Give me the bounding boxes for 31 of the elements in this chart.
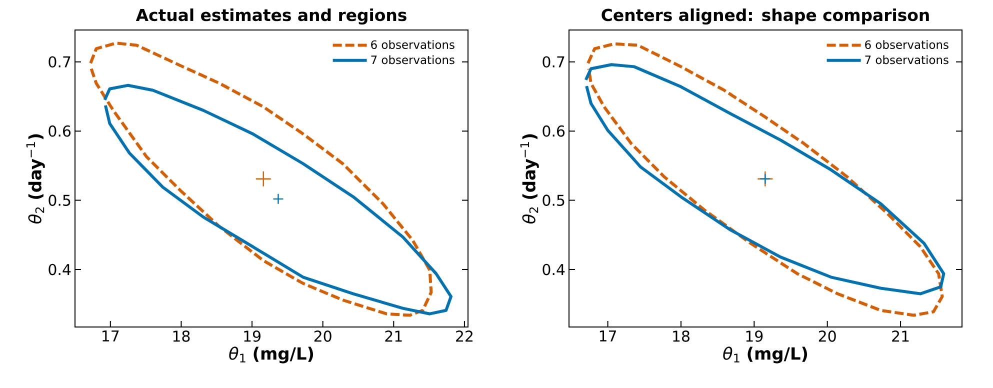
- legend-label: 6 observations: [371, 40, 454, 49]
- legend-label: 7 observations: [371, 55, 454, 64]
- x-tick-label: 17: [102, 330, 119, 342]
- x-tick-label: 20: [314, 330, 332, 342]
- legend-label: 7 observations: [865, 55, 948, 64]
- chart-title: Centers aligned: shape comparison: [602, 8, 929, 24]
- x-tick-label: 19: [244, 330, 260, 342]
- legend-label: 6 observations: [865, 40, 948, 49]
- y-tick-label: 0.7: [48, 56, 70, 68]
- y-tick-label: 0.6: [542, 125, 565, 137]
- y-tick-label: 0.5: [542, 194, 564, 206]
- chart-title: Actual estimates and regions: [136, 8, 406, 24]
- x-axis-title: θ$_{1}$ (mg/L): [723, 346, 808, 364]
- x-tick-label: 18: [673, 330, 690, 342]
- x-tick-label: 20: [818, 330, 836, 342]
- x-tick-label: 19: [746, 330, 763, 342]
- y-tick-label: 0.4: [542, 264, 565, 276]
- y-tick-label: 0.5: [48, 194, 70, 206]
- line-series: [103, 84, 453, 316]
- y-tick-label: 0.4: [48, 264, 71, 276]
- x-tick-label: 18: [173, 330, 190, 342]
- x-axis-title: θ$_{1}$ (mg/L): [229, 346, 314, 364]
- y-tick-label: 0.6: [48, 125, 71, 137]
- x-tick-label: 21: [385, 330, 402, 342]
- y-axis-title: θ$_{2}$ (day$^{−1}$): [26, 134, 45, 224]
- x-tick-label: 17: [600, 330, 616, 342]
- y-tick-label: 0.7: [542, 56, 564, 68]
- y-axis-title: θ$_{2}$ (day$^{−1}$): [520, 134, 539, 224]
- x-tick-label: 21: [892, 330, 909, 342]
- x-tick-label: 22: [456, 330, 472, 342]
- line-series: [584, 63, 946, 296]
